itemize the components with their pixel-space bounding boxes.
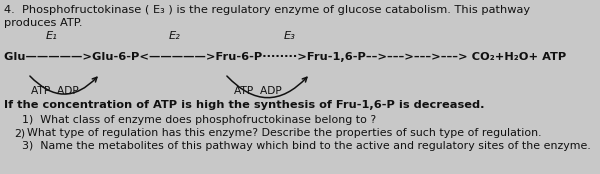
Text: What type of regulation has this enzyme? Describe the properties of such type of: What type of regulation has this enzyme?… [27, 128, 542, 138]
Text: produces ATP.: produces ATP. [4, 18, 83, 28]
Text: Glu—————>Glu-6-P<—————>Fru-6-P········>Fru-1,6-P––>–––>–––>–––> CO₂+H₂O+ ATP: Glu—————>Glu-6-P<—————>Fru-6-P········>F… [4, 52, 566, 62]
FancyArrowPatch shape [227, 76, 307, 98]
Text: 3)  Name the metabolites of this pathway which bind to the active and regulatory: 3) Name the metabolites of this pathway … [22, 141, 591, 151]
Text: 4.  Phosphofructokinase ( E₃ ) is the regulatory enzyme of glucose catabolism. T: 4. Phosphofructokinase ( E₃ ) is the reg… [4, 5, 530, 15]
Text: ATP  ADP: ATP ADP [31, 86, 79, 96]
Text: E₃: E₃ [284, 31, 296, 41]
Text: E₂: E₂ [169, 31, 181, 41]
FancyArrowPatch shape [30, 76, 97, 94]
Text: ATP  ADP: ATP ADP [234, 86, 282, 96]
Text: E₁: E₁ [46, 31, 58, 41]
Text: If the concentration of ATP is high the synthesis of Fru-1,6-P is decreased.: If the concentration of ATP is high the … [4, 100, 485, 110]
Text: 1)  What class of enzyme does phosphofructokinase belong to ?: 1) What class of enzyme does phosphofruc… [22, 115, 376, 125]
Text: 2): 2) [14, 128, 25, 138]
